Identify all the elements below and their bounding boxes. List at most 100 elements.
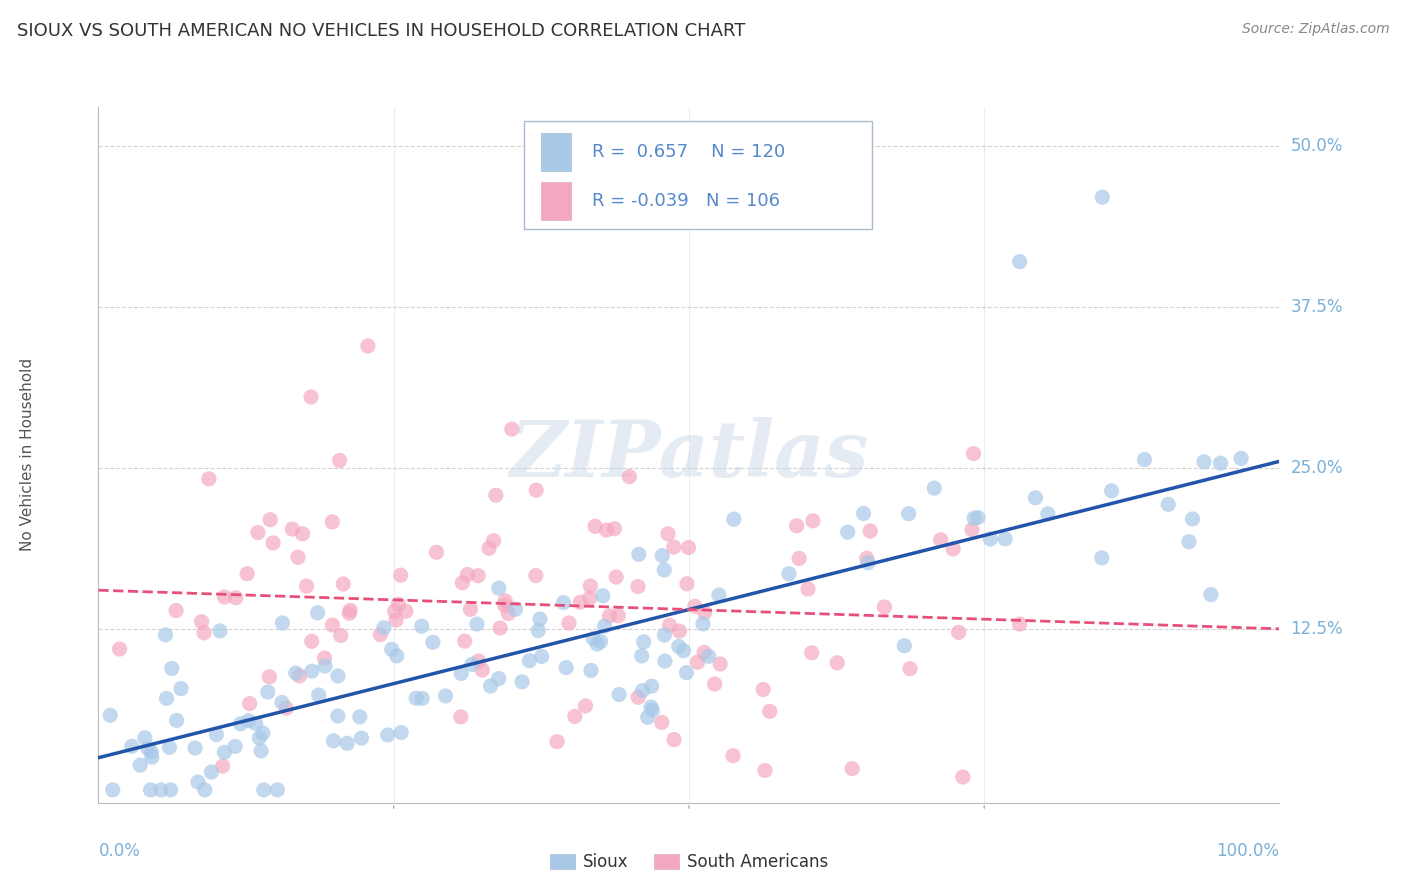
Point — [494, 594, 516, 608]
Point — [387, 598, 409, 612]
Point — [686, 655, 709, 669]
Point — [697, 649, 720, 664]
Point — [558, 615, 581, 630]
Point — [555, 660, 578, 674]
Point — [314, 651, 336, 665]
Point — [693, 606, 716, 620]
Point — [1209, 456, 1232, 470]
Point — [136, 741, 159, 756]
Legend: Sioux, South Americans: Sioux, South Americans — [543, 847, 835, 878]
Point — [898, 662, 921, 676]
Point — [326, 669, 349, 683]
Point — [288, 669, 311, 683]
Point — [411, 619, 433, 633]
Point — [157, 740, 180, 755]
Point — [425, 545, 447, 559]
Point — [190, 615, 212, 629]
Point — [454, 634, 477, 648]
Point — [308, 688, 330, 702]
Point — [640, 700, 662, 714]
Point — [1101, 483, 1123, 498]
Point — [693, 645, 716, 659]
Point — [579, 591, 602, 605]
Point — [129, 758, 152, 772]
Point — [498, 607, 520, 621]
Point — [434, 689, 457, 703]
Point — [579, 664, 602, 678]
Point — [633, 635, 655, 649]
Point — [314, 659, 336, 673]
Text: 37.5%: 37.5% — [1291, 298, 1343, 316]
Point — [1008, 254, 1031, 268]
Point — [224, 739, 246, 754]
Point — [299, 390, 322, 404]
Point — [593, 619, 616, 633]
Point — [627, 690, 650, 705]
Point — [411, 691, 433, 706]
Point — [553, 596, 575, 610]
Point — [963, 511, 986, 525]
Point — [488, 581, 510, 595]
Text: 100.0%: 100.0% — [1216, 842, 1279, 860]
Point — [159, 783, 181, 797]
Point — [778, 566, 800, 581]
Point — [651, 549, 673, 563]
Point — [592, 589, 614, 603]
Point — [683, 599, 706, 614]
FancyBboxPatch shape — [541, 133, 571, 171]
Point — [384, 604, 406, 618]
Point — [271, 695, 294, 709]
Point — [856, 556, 879, 570]
Text: SIOUX VS SOUTH AMERICAN NO VEHICLES IN HOUSEHOLD CORRELATION CHART: SIOUX VS SOUTH AMERICAN NO VEHICLES IN H… — [17, 22, 745, 40]
Point — [893, 639, 915, 653]
Text: R =  0.657    N = 120: R = 0.657 N = 120 — [592, 144, 786, 161]
Point — [841, 762, 863, 776]
Point — [599, 609, 621, 624]
Point — [672, 643, 695, 657]
Point — [929, 533, 952, 547]
Point — [205, 728, 228, 742]
Point — [589, 634, 612, 648]
Point — [494, 599, 516, 613]
Point — [301, 664, 323, 678]
Text: 25.0%: 25.0% — [1291, 458, 1343, 477]
Point — [155, 691, 177, 706]
Point — [640, 679, 662, 693]
Point — [98, 708, 121, 723]
FancyBboxPatch shape — [523, 121, 872, 229]
Point — [852, 507, 875, 521]
Text: ZIPatlas: ZIPatlas — [509, 417, 869, 493]
Point — [569, 595, 592, 609]
Point — [259, 670, 281, 684]
Point — [134, 731, 156, 745]
Point — [200, 765, 222, 780]
Point — [395, 604, 418, 618]
Point — [675, 665, 697, 680]
Point — [108, 642, 131, 657]
Point — [787, 551, 810, 566]
Point — [1199, 588, 1222, 602]
Point — [994, 532, 1017, 546]
Point — [198, 472, 221, 486]
Point — [287, 550, 309, 565]
Point — [422, 635, 444, 649]
Point — [960, 523, 983, 537]
Point — [451, 575, 474, 590]
Point — [1091, 190, 1114, 204]
Point — [603, 522, 626, 536]
Point — [1192, 455, 1215, 469]
Point — [160, 661, 183, 675]
Point — [245, 716, 267, 731]
Point — [307, 606, 329, 620]
Point — [271, 615, 294, 630]
Point — [139, 783, 162, 797]
Point — [668, 640, 690, 654]
Point — [1157, 497, 1180, 511]
Point — [752, 682, 775, 697]
Point — [657, 527, 679, 541]
Point — [266, 783, 288, 797]
Text: 0.0%: 0.0% — [98, 842, 141, 860]
Point — [641, 703, 664, 717]
Point — [855, 551, 877, 566]
Point — [214, 590, 236, 604]
